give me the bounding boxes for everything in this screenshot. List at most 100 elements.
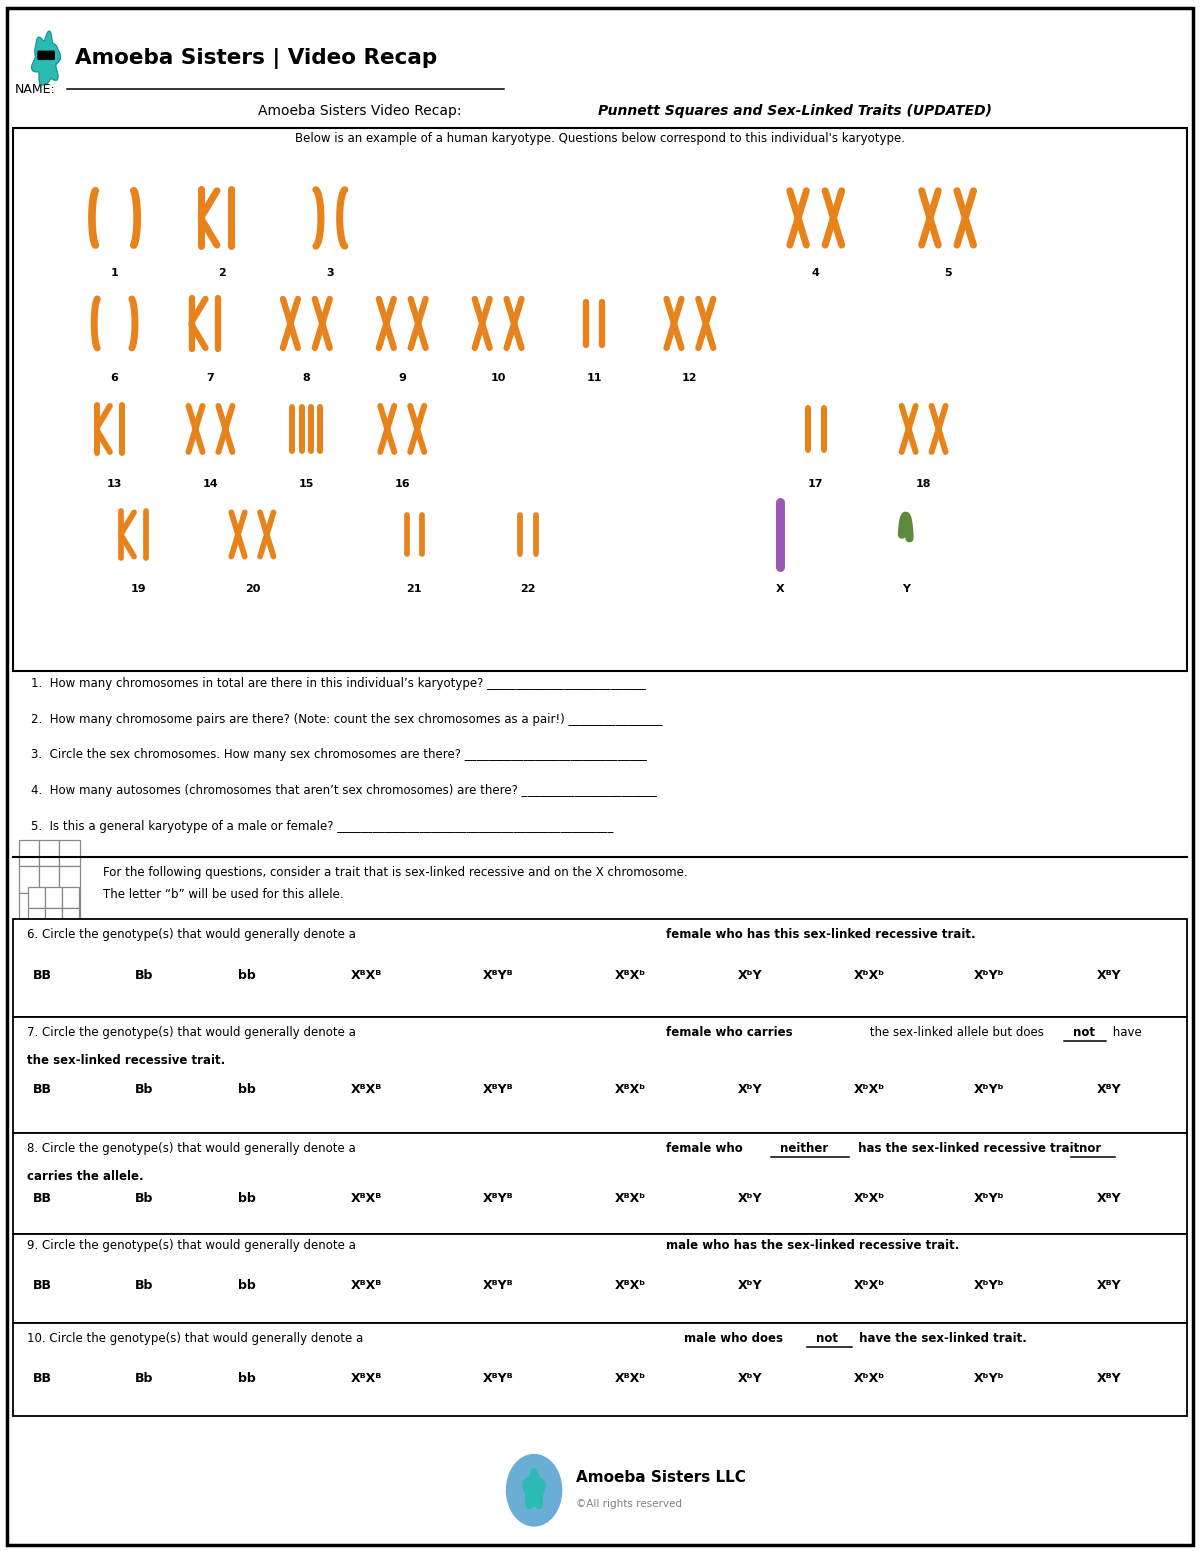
Text: Amoeba Sisters Video Recap:: Amoeba Sisters Video Recap: [258, 104, 467, 118]
Text: Amoeba Sisters LLC: Amoeba Sisters LLC [576, 1471, 746, 1485]
Text: Bb: Bb [136, 1371, 154, 1385]
Text: 12: 12 [682, 373, 697, 384]
Text: 10: 10 [491, 373, 506, 384]
Text: 3.  Circle the sex chromosomes. How many sex chromosomes are there? ____________: 3. Circle the sex chromosomes. How many … [31, 749, 647, 761]
FancyBboxPatch shape [62, 930, 79, 952]
Text: female who has this sex-linked recessive trait.: female who has this sex-linked recessive… [666, 929, 976, 941]
Text: 3: 3 [326, 267, 334, 278]
Text: 8. Circle the genotype(s) that would generally denote a: 8. Circle the genotype(s) that would gen… [28, 1143, 360, 1155]
FancyBboxPatch shape [7, 8, 1193, 1545]
FancyBboxPatch shape [38, 51, 46, 59]
Text: XᴮY: XᴮY [1097, 1084, 1122, 1096]
Text: XᵇXᵇ: XᵇXᵇ [854, 969, 886, 981]
Text: 20: 20 [245, 584, 260, 595]
Text: 1: 1 [110, 267, 119, 278]
Text: BB: BB [34, 969, 52, 981]
Text: 2: 2 [218, 267, 227, 278]
Text: BB: BB [34, 1371, 52, 1385]
Text: XᵇY: XᵇY [738, 1193, 762, 1205]
Text: XᵇYᵇ: XᵇYᵇ [974, 1084, 1004, 1096]
Text: the sex-linked recessive trait.: the sex-linked recessive trait. [28, 1054, 226, 1067]
Text: XᴮYᴮ: XᴮYᴮ [482, 969, 514, 981]
Text: Amoeba Sisters | Video Recap: Amoeba Sisters | Video Recap [76, 48, 437, 68]
FancyBboxPatch shape [62, 909, 79, 930]
Text: XᴮYᴮ: XᴮYᴮ [482, 1084, 514, 1096]
Text: nor: nor [1080, 1143, 1102, 1155]
Text: carries the allele.: carries the allele. [28, 1171, 144, 1183]
FancyBboxPatch shape [13, 1017, 1187, 1134]
Text: 13: 13 [107, 478, 122, 489]
Text: 4.  How many autosomes (chromosomes that aren’t sex chromosomes) are there? ____: 4. How many autosomes (chromosomes that … [31, 784, 656, 797]
Text: 8: 8 [302, 373, 311, 384]
FancyBboxPatch shape [29, 909, 46, 930]
Text: ©All rights reserved: ©All rights reserved [576, 1499, 682, 1510]
Text: Punnett Squares and Sex-Linked Traits (UPDATED): Punnett Squares and Sex-Linked Traits (U… [598, 104, 991, 118]
Text: 5: 5 [943, 267, 952, 278]
FancyBboxPatch shape [13, 1323, 1187, 1416]
Text: XᵇYᵇ: XᵇYᵇ [974, 1280, 1004, 1292]
Text: 6. Circle the genotype(s) that would generally denote a: 6. Circle the genotype(s) that would gen… [28, 929, 360, 941]
Text: XᵇYᵇ: XᵇYᵇ [974, 1371, 1004, 1385]
Text: XᴮY: XᴮY [1097, 1193, 1122, 1205]
Text: female who: female who [666, 1143, 746, 1155]
Text: 17: 17 [808, 478, 823, 489]
Text: BB: BB [34, 1280, 52, 1292]
Text: XᴮXᴮ: XᴮXᴮ [350, 1193, 382, 1205]
Text: XᵇXᵇ: XᵇXᵇ [854, 1371, 886, 1385]
Text: XᵇYᵇ: XᵇYᵇ [974, 969, 1004, 981]
Text: male who has the sex-linked recessive trait.: male who has the sex-linked recessive tr… [666, 1239, 959, 1252]
Text: XᵇXᵇ: XᵇXᵇ [854, 1280, 886, 1292]
Text: 7. Circle the genotype(s) that would generally denote a: 7. Circle the genotype(s) that would gen… [28, 1027, 360, 1039]
FancyBboxPatch shape [19, 867, 40, 893]
FancyBboxPatch shape [40, 893, 60, 919]
Text: NAME:: NAME: [16, 82, 56, 96]
Text: bb: bb [238, 969, 256, 981]
Text: XᴮY: XᴮY [1097, 1371, 1122, 1385]
FancyBboxPatch shape [60, 893, 80, 919]
Text: XᴮXᵇ: XᴮXᵇ [614, 1280, 646, 1292]
Text: 14: 14 [203, 478, 218, 489]
Text: XᵇYᵇ: XᵇYᵇ [974, 1193, 1004, 1205]
Text: 21: 21 [407, 584, 422, 595]
Text: Below is an example of a human karyotype. Questions below correspond to this ind: Below is an example of a human karyotype… [295, 132, 905, 146]
Text: XᵇY: XᵇY [738, 969, 762, 981]
FancyBboxPatch shape [46, 909, 62, 930]
Text: 6: 6 [110, 373, 119, 384]
Text: neither: neither [780, 1143, 828, 1155]
Text: bb: bb [238, 1280, 256, 1292]
FancyBboxPatch shape [62, 887, 79, 909]
Text: 15: 15 [299, 478, 314, 489]
Text: XᴮYᴮ: XᴮYᴮ [482, 1371, 514, 1385]
Text: XᴮXᴮ: XᴮXᴮ [350, 969, 382, 981]
Text: 9. Circle the genotype(s) that would generally denote a: 9. Circle the genotype(s) that would gen… [28, 1239, 360, 1252]
Text: 18: 18 [916, 478, 931, 489]
Text: XᵇY: XᵇY [738, 1371, 762, 1385]
Text: XᴮYᴮ: XᴮYᴮ [482, 1193, 514, 1205]
Text: 9: 9 [398, 373, 406, 384]
Polygon shape [31, 31, 60, 85]
Text: 2.  How many chromosome pairs are there? (Note: count the sex chromosomes as a p: 2. How many chromosome pairs are there? … [31, 713, 662, 725]
Text: Bb: Bb [136, 969, 154, 981]
Polygon shape [523, 1469, 545, 1508]
FancyBboxPatch shape [40, 867, 60, 893]
Text: XᴮY: XᴮY [1097, 1280, 1122, 1292]
Text: bb: bb [238, 1371, 256, 1385]
Text: X: X [775, 584, 784, 595]
Text: 10. Circle the genotype(s) that would generally denote a: 10. Circle the genotype(s) that would ge… [28, 1331, 367, 1345]
Text: Bb: Bb [136, 1193, 154, 1205]
Text: XᴮY: XᴮY [1097, 969, 1122, 981]
Text: XᴮXᵇ: XᴮXᵇ [614, 1371, 646, 1385]
Text: have: have [1110, 1027, 1142, 1039]
Text: 22: 22 [521, 584, 536, 595]
Text: Y: Y [901, 584, 910, 595]
Text: not: not [1074, 1027, 1096, 1039]
Text: XᴮYᴮ: XᴮYᴮ [482, 1280, 514, 1292]
FancyBboxPatch shape [40, 840, 60, 867]
Text: For the following questions, consider a trait that is sex-linked recessive and o: For the following questions, consider a … [102, 867, 688, 879]
Text: XᵇXᵇ: XᵇXᵇ [854, 1084, 886, 1096]
Text: XᴮXᵇ: XᴮXᵇ [614, 969, 646, 981]
Text: bb: bb [238, 1084, 256, 1096]
Text: 1.  How many chromosomes in total are there in this individual’s karyotype? ____: 1. How many chromosomes in total are the… [31, 677, 646, 690]
Text: male who does: male who does [684, 1331, 787, 1345]
Text: not: not [816, 1331, 838, 1345]
